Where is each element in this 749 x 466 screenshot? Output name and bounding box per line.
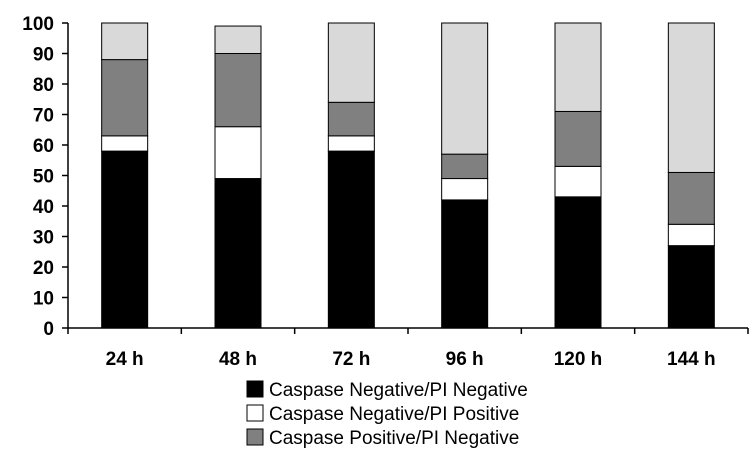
legend-label-2: Caspase Positive/PI Negative xyxy=(269,428,519,449)
bar-segment-144h-series-2 xyxy=(667,171,715,225)
x-tick-label-96h: 96 h xyxy=(446,349,484,370)
y-tick-label-40: 40 xyxy=(33,197,54,218)
y-tick-label-90: 90 xyxy=(33,45,54,66)
bar-segment-48h-series-1 xyxy=(214,126,262,180)
bar-segment-96h-series-2 xyxy=(441,153,489,180)
bar-segment-96h-series-0 xyxy=(441,199,489,329)
y-tick-label-10: 10 xyxy=(33,289,54,310)
bar-segment-120h-series-3 xyxy=(554,22,602,112)
bar-segment-24h-series-0 xyxy=(101,150,149,329)
x-tick-label-72h: 72 h xyxy=(332,349,370,370)
bar-segment-72h-series-3 xyxy=(327,22,375,103)
y-axis-ticks: 0 10 20 30 40 50 60 70 80 90 100 xyxy=(22,14,68,340)
y-tick-label-50: 50 xyxy=(33,167,54,188)
bar-segment-96h-series-3 xyxy=(441,22,489,155)
legend-swatch-0 xyxy=(246,380,264,398)
bar-segment-72h-series-0 xyxy=(327,150,375,329)
y-tick-label-30: 30 xyxy=(33,228,54,249)
legend-label-0: Caspase Negative/PI Negative xyxy=(269,380,528,401)
bars-group xyxy=(101,22,715,329)
y-tick-label-20: 20 xyxy=(33,258,54,279)
bar-segment-120h-series-0 xyxy=(554,196,602,329)
bar-segment-72h-series-1 xyxy=(327,135,375,152)
x-tick-label-48h: 48 h xyxy=(219,349,257,370)
x-axis-ticks: 24 h 48 h 72 h 96 h 120 h 144 h xyxy=(67,328,749,370)
x-tick-label-24h: 24 h xyxy=(106,349,144,370)
bar-segment-24h-series-3 xyxy=(101,22,149,61)
bar-segment-48h-series-0 xyxy=(214,178,262,329)
bar-segment-24h-series-1 xyxy=(101,135,149,152)
bar-segment-96h-series-1 xyxy=(441,178,489,201)
bar-segment-48h-series-3 xyxy=(214,25,262,54)
bar-segment-24h-series-2 xyxy=(101,59,149,137)
y-tick-label-0: 0 xyxy=(43,319,54,340)
legend: Caspase Negative/PI Negative Caspase Nega… xyxy=(246,380,528,449)
bar-segment-144h-series-1 xyxy=(667,223,715,247)
y-tick-label-70: 70 xyxy=(33,106,54,127)
y-tick-label-100: 100 xyxy=(22,14,54,35)
x-tick-label-144h: 144 h xyxy=(667,349,716,370)
y-tick-label-60: 60 xyxy=(33,136,54,157)
bar-segment-72h-series-2 xyxy=(327,101,375,137)
legend-swatch-2 xyxy=(246,428,264,446)
x-tick-label-120h: 120 h xyxy=(554,349,603,370)
bar-segment-48h-series-2 xyxy=(214,53,262,128)
legend-swatch-1 xyxy=(246,404,264,422)
y-tick-label-80: 80 xyxy=(33,75,54,96)
bar-segment-120h-series-1 xyxy=(554,165,602,198)
bar-segment-120h-series-2 xyxy=(554,110,602,167)
bar-segment-144h-series-0 xyxy=(667,245,715,329)
bar-segment-144h-series-3 xyxy=(667,22,715,173)
legend-label-1: Caspase Negative/PI Positive xyxy=(269,404,519,425)
